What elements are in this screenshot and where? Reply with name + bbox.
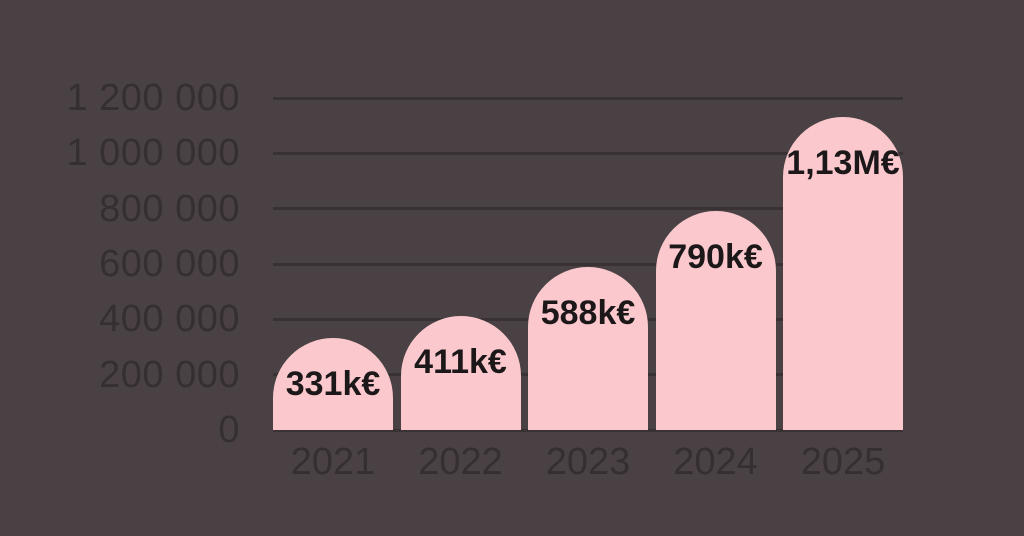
y-tick-label: 400 000 [99, 298, 240, 341]
x-tick-label: 2021 [290, 441, 376, 483]
y-tick-label: 800 000 [99, 187, 240, 230]
bar-2025: 1,13M€ [783, 117, 903, 430]
gridline [273, 428, 903, 432]
bar-value-label: 411k€ [414, 343, 507, 381]
gridline [273, 151, 903, 155]
bar-2023: 588k€ [528, 267, 648, 430]
y-tick-label: 0 [218, 409, 240, 451]
y-tick-label: 1 000 000 [66, 132, 240, 175]
bar-2024: 790k€ [655, 211, 776, 430]
y-tick-label: 1 200 000 [66, 77, 240, 119]
bar-2022: 411k€ [400, 316, 521, 430]
y-tick-label: 600 000 [99, 243, 240, 285]
x-tick-label: 2024 [673, 441, 758, 483]
bar-value-label: 588k€ [540, 294, 636, 332]
y-tick-label: 200 000 [99, 353, 240, 396]
x-tick-label: 2025 [800, 441, 886, 483]
gridline [273, 262, 903, 266]
bar-value-label: 1,13M€ [786, 144, 900, 182]
gridline [273, 96, 903, 100]
bar-value-label: 331k€ [285, 365, 381, 403]
bar-value-label: 790k€ [668, 238, 763, 276]
x-tick-label: 2023 [545, 441, 631, 483]
bar-2021: 331k€ [273, 338, 393, 430]
gridline [273, 207, 903, 211]
x-tick-label: 2022 [418, 441, 503, 483]
